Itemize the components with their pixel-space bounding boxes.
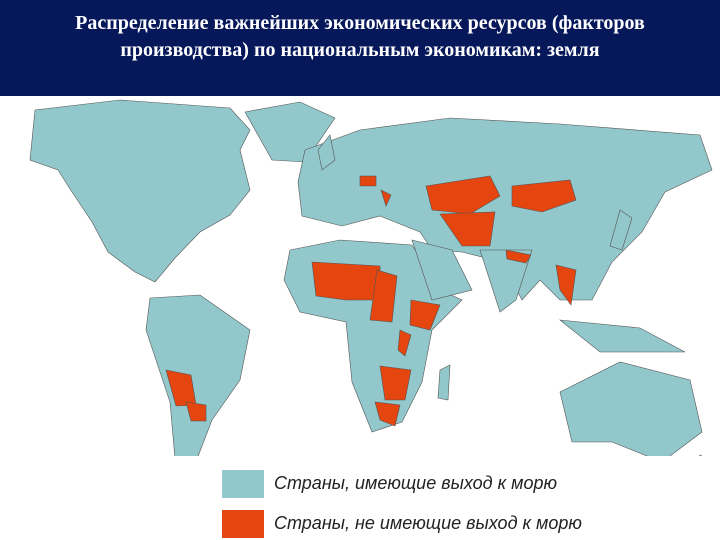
title-bar: Распределение важнейших экономических ре… bbox=[0, 0, 720, 96]
legend-label: Страны, не имеющие выход к морю bbox=[274, 513, 582, 533]
legend-label: Страны, имеющие выход к морю bbox=[274, 473, 557, 493]
landlocked-land bbox=[165, 175, 577, 427]
legend-swatch bbox=[222, 510, 264, 538]
title: Распределение важнейших экономических ре… bbox=[75, 12, 645, 61]
world-map bbox=[29, 99, 713, 456]
legend-swatch bbox=[222, 470, 264, 498]
